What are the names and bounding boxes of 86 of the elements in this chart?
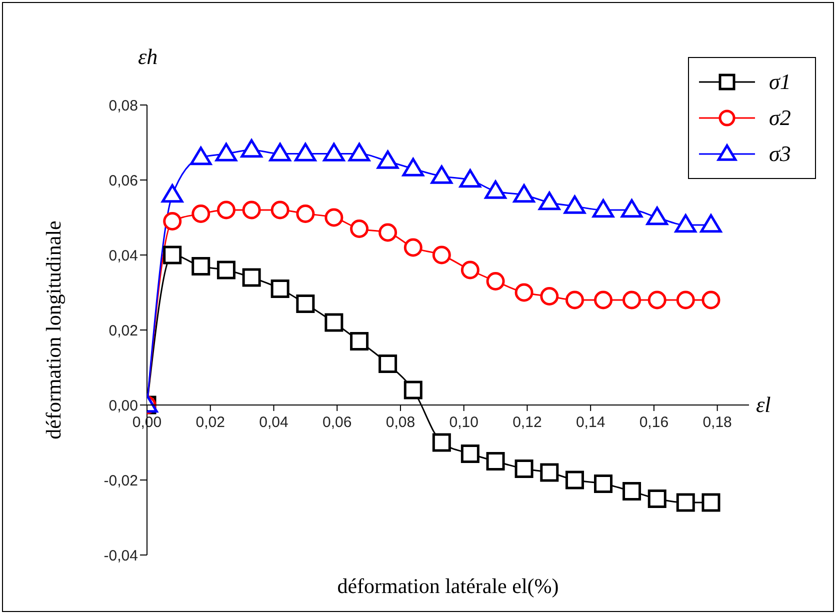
point (378, 354, 398, 373)
point (622, 290, 642, 310)
y-axis-title: déformation longitudinale (41, 220, 66, 440)
point (486, 272, 505, 290)
point (648, 490, 666, 508)
point (216, 260, 236, 280)
y-tick-label: -0,02 (104, 472, 138, 490)
legend-label: σ2 (769, 105, 791, 131)
point (700, 214, 722, 233)
point (240, 139, 262, 158)
x-tick-label: 0,10 (449, 414, 478, 431)
point (192, 257, 210, 276)
x-tick-label: 0,16 (639, 414, 669, 431)
y-tick-label: 0,04 (108, 247, 138, 264)
point (376, 150, 399, 169)
point (484, 180, 506, 199)
point (674, 214, 696, 233)
point (432, 246, 451, 264)
point (648, 290, 666, 310)
legend-label: σ3 (769, 141, 791, 167)
point (565, 470, 584, 490)
point (270, 200, 290, 220)
y-tick-label: 0,08 (108, 97, 138, 114)
point (594, 290, 613, 310)
point (646, 206, 668, 226)
point (215, 142, 238, 162)
point (402, 158, 424, 176)
x-tick-label: 0,08 (386, 414, 416, 431)
point (564, 195, 586, 214)
point (270, 280, 290, 298)
point (190, 146, 212, 166)
x-axis-title: déformation latérale el(%) (337, 574, 559, 598)
point (323, 142, 345, 162)
point (459, 169, 482, 188)
point (296, 204, 315, 223)
point (216, 200, 236, 220)
x-tick-label: 0,14 (576, 414, 606, 431)
x-tick-label: 0,02 (196, 414, 225, 431)
x-tick-label: 0,18 (702, 414, 732, 431)
y-tick-label: 0,02 (108, 322, 138, 340)
point (676, 493, 695, 512)
x-tick-label: 0,04 (259, 414, 288, 431)
point (161, 184, 184, 203)
point (702, 290, 720, 310)
point (324, 313, 344, 332)
point (350, 220, 369, 238)
point (242, 200, 261, 220)
point (565, 290, 584, 310)
point (348, 142, 370, 162)
x-tick-label: 0,06 (322, 414, 352, 431)
point (538, 192, 560, 210)
text: εh (138, 44, 158, 70)
point (404, 380, 422, 400)
point (460, 444, 480, 463)
point (460, 260, 480, 280)
y-tick-label: 0,00 (108, 397, 138, 414)
point (486, 452, 505, 470)
point (163, 246, 182, 264)
point (540, 287, 559, 306)
point (514, 283, 534, 302)
point (620, 199, 643, 218)
point (540, 463, 559, 482)
point (514, 460, 534, 478)
point (350, 332, 369, 350)
point (513, 184, 535, 203)
point (242, 268, 261, 287)
point (702, 493, 720, 512)
point (294, 142, 316, 162)
point (622, 482, 642, 500)
point (676, 290, 695, 310)
point (430, 165, 453, 184)
point (594, 474, 613, 493)
point (432, 433, 451, 452)
y-tick-label: 0,06 (108, 172, 138, 190)
point (296, 294, 315, 313)
point (592, 199, 614, 218)
point (192, 204, 210, 223)
point (269, 142, 291, 162)
y-tick-label: -0,04 (104, 547, 138, 564)
point (163, 212, 182, 230)
point (324, 208, 344, 227)
text: εl (756, 392, 771, 418)
x-tick-label: 0,12 (512, 414, 542, 431)
point (378, 223, 398, 242)
legend-label: σ1 (769, 69, 791, 95)
point (404, 238, 422, 257)
